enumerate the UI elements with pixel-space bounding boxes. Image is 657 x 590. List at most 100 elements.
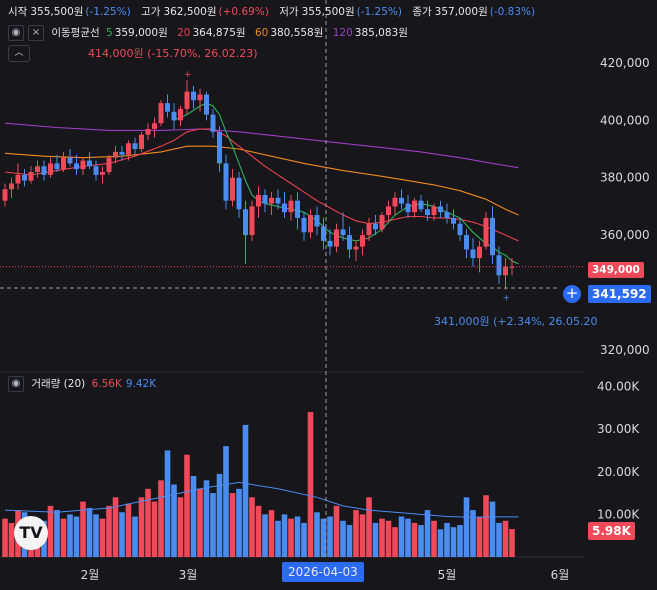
low-value: 355,500원: [301, 6, 355, 18]
candle-body: [451, 217, 456, 224]
volume-bar: [2, 518, 8, 557]
candle-body: [41, 166, 47, 175]
moving-average-lines: [4, 102, 519, 265]
candle-body: [353, 246, 359, 250]
volume-bar: [437, 529, 444, 557]
candle-body: [100, 172, 105, 175]
close-change: (-0.83%): [489, 6, 536, 18]
cursor-price-tag: 341,592: [588, 285, 651, 303]
candle-body: [288, 200, 294, 213]
candle-body: [74, 163, 79, 170]
volume-bar: [301, 522, 307, 557]
volume-legend-v1: 6.56K: [91, 378, 122, 390]
plus-circle-icon[interactable]: +: [563, 285, 581, 303]
volume-ma-line: [4, 481, 519, 518]
ma120-period: 120: [332, 27, 353, 39]
candle-body: [210, 114, 216, 132]
candle-body: [496, 255, 502, 276]
candle-body: [67, 157, 73, 164]
candle-body: [249, 206, 255, 236]
volume-bar: [392, 527, 398, 557]
price-tick-label: 380,000: [600, 171, 650, 185]
candle-body: [54, 163, 60, 170]
volume-bar: [47, 505, 54, 557]
volume-bar: [496, 522, 502, 557]
candle-body: [418, 200, 424, 210]
volume-bar: [457, 525, 463, 557]
volume-bar: [138, 497, 145, 557]
volume-bar: [379, 518, 385, 557]
volume-bar: [340, 520, 346, 557]
candle-body: [308, 215, 313, 233]
volume-bars: [2, 412, 515, 557]
candle-body: [184, 91, 190, 109]
high-marker: +: [184, 70, 192, 80]
candle-body: [139, 134, 144, 150]
candle-body: [119, 151, 125, 155]
volume-bar: [210, 493, 216, 557]
ma5-value: 359,000원: [114, 27, 168, 39]
volume-bar: [418, 525, 424, 557]
volume-legend: ◉ 거래량 (20) 6.56K 9.42K: [8, 376, 156, 392]
volume-tick-label: 20.00K: [597, 465, 640, 479]
volume-bar: [8, 522, 15, 557]
volume-bar: [67, 514, 73, 557]
candle-body: [503, 266, 508, 276]
volume-bar: [112, 497, 119, 557]
candle-body: [28, 172, 34, 181]
volume-bar: [281, 514, 288, 557]
candle-body: [412, 200, 417, 213]
candle-body: [366, 223, 372, 236]
volume-bar: [190, 476, 197, 557]
candle-body: [243, 209, 248, 236]
close-icon[interactable]: ×: [28, 25, 44, 41]
candle-body: [61, 157, 66, 170]
eye-icon[interactable]: ◉: [8, 376, 24, 392]
price-tick-label: 400,000: [600, 113, 650, 127]
low-annotation: 341,000원 (+2.34%, 26.05.20: [434, 315, 598, 328]
volume-bar: [314, 512, 320, 557]
volume-bar: [216, 473, 223, 557]
eye-icon[interactable]: ◉: [8, 25, 24, 41]
candle-body: [269, 197, 274, 204]
ma20-period: 20: [177, 27, 191, 39]
last-price-tag: 349,000: [588, 262, 644, 278]
candle-body: [470, 249, 476, 259]
volume-bar: [106, 505, 112, 557]
volume-bar: [255, 505, 262, 557]
candle-body: [444, 212, 450, 218]
candle-body: [113, 151, 118, 158]
ma-legend-title: 이동평균선: [51, 27, 100, 39]
ma20-value: 364,875원: [192, 27, 246, 39]
close-value: 357,000원: [434, 6, 488, 18]
candle-body: [152, 123, 157, 129]
volume-legend-v2: 9.42K: [125, 378, 157, 390]
volume-bar: [359, 514, 366, 557]
volume-bar: [502, 520, 509, 557]
candle-body: [217, 131, 222, 164]
candle-body: [405, 203, 411, 213]
volume-bar: [275, 520, 281, 557]
volume-moving-average: [4, 481, 519, 518]
candle-body: [262, 194, 268, 204]
candle-body: [438, 206, 443, 213]
high-annotation: 414,000원 (-15.70%, 26.02.23): [88, 47, 258, 60]
volume-bar: [470, 510, 476, 557]
volume-bar: [333, 505, 340, 557]
volume-bar: [86, 507, 93, 557]
open-change: (-1.25%): [85, 6, 131, 18]
volume-bar: [203, 480, 210, 557]
ma120-line: [4, 122, 519, 169]
low-marker: +: [503, 294, 511, 304]
candle-body: [457, 223, 463, 236]
chevron-up-icon[interactable]: ︿: [8, 45, 30, 62]
candle-body: [301, 217, 307, 233]
candle-body: [386, 206, 391, 216]
high-change: (+0.69%): [218, 6, 269, 18]
candle-body: [477, 246, 482, 259]
candle-body: [340, 229, 346, 236]
ma5-period: 5: [106, 27, 113, 39]
candle-body: [35, 166, 40, 172]
high-value: 362,500원: [163, 6, 217, 18]
